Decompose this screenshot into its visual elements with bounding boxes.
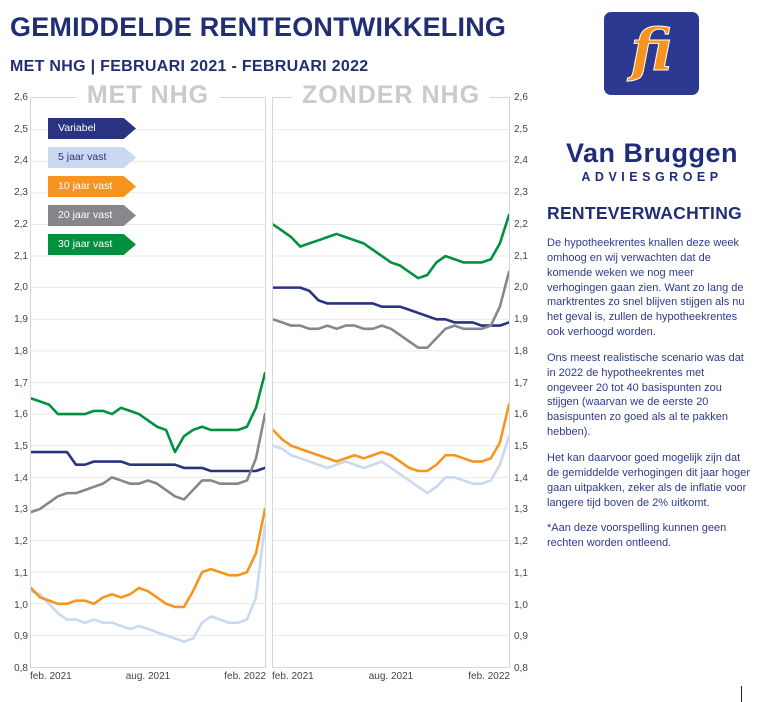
y-tick-label: 2,4 — [14, 155, 28, 167]
forecast-disclaimer: *Aan deze voorspelling kunnen geen recht… — [547, 522, 727, 550]
forecast-paragraph: De hypotheekrentes knallen deze week omh… — [547, 237, 745, 339]
page-title: GEMIDDELDE RENTEONTWIKKELING — [10, 12, 507, 42]
y-tick-label: 1,9 — [514, 314, 528, 326]
page-subtitle: MET NHG | FEBRUARI 2021 - FEBRUARI 2022 — [10, 58, 369, 75]
y-tick-label: 1,1 — [14, 567, 28, 579]
legend-item-10-jaar-vast: 10 jaar vast — [48, 176, 136, 197]
brand-name: Van Bruggen — [565, 138, 739, 168]
y-tick-label: 0,8 — [514, 663, 528, 674]
y-tick-label: 2,5 — [514, 123, 528, 135]
y-tick-label: 1,2 — [14, 536, 28, 548]
chart-panel-zonder-nhg: ZONDER NHG — [272, 81, 510, 668]
y-tick-label: 1,7 — [514, 377, 528, 389]
y-tick-label: 1,8 — [514, 345, 528, 357]
y-tick-label: 1,7 — [14, 377, 28, 389]
x-tick-label: aug. 2021 — [125, 671, 171, 682]
y-axis-left: 2,6 2,5 2,4 2,3 2,2 2,1 2,0 1,9 1,8 1,7 1,6 1,5 1,4 1… — [4, 92, 28, 674]
legend-item-30-jaar-vast: 30 jaar vast — [48, 234, 136, 255]
forecast-paragraph: Ons meest realistische scenario was dat … — [547, 351, 744, 439]
y-tick-label: 2,1 — [14, 250, 28, 262]
legend-item-20-jaar-vast: 20 jaar vast — [48, 205, 136, 226]
y-tick-label: 2,4 — [514, 155, 528, 167]
y-tick-label: 1,5 — [14, 440, 28, 452]
y-tick-label: 1,0 — [14, 599, 28, 611]
y-tick-label: 0,9 — [14, 631, 28, 643]
chart-legend: Variabel 5 jaar vast 10 jaar vast 20 jaar v… — [48, 118, 136, 255]
forecast-heading: RENTEVERWACHTING — [547, 203, 743, 223]
y-tick-label: 1,8 — [14, 345, 28, 357]
y-tick-label: 2,2 — [514, 218, 528, 230]
y-tick-label: 2,3 — [514, 187, 528, 199]
x-tick-label: feb. 2021 — [30, 671, 72, 682]
x-tick-label: aug. 2021 — [368, 671, 414, 682]
chart-panel-met-nhg: Variabel 5 jaar vast 10 jaar vast 20 jaar v… — [30, 81, 266, 668]
y-tick-label: 2,6 — [514, 92, 528, 103]
y-tick-label: 2,1 — [514, 250, 528, 262]
y-tick-label: 0,9 — [514, 631, 528, 643]
y-tick-label: 1,4 — [14, 472, 28, 484]
y-axis-right: 2,6 2,5 2,4 2,3 2,2 2,1 2,0 1,9 1,8 1,7 1,6 1,5 1,4 1… — [514, 92, 538, 674]
y-tick-label: 1,2 — [514, 536, 528, 548]
brand-subtitle: ADVIESGROEP — [581, 170, 723, 184]
forecast-paragraph: Het kan daarvoor goed mogelijk zijn dat … — [547, 451, 751, 509]
panel-title-zonder-nhg: ZONDER NHG — [291, 81, 491, 110]
chart-plot-zonder-nhg — [273, 129, 509, 636]
y-tick-label: 1,0 — [514, 599, 528, 611]
x-axis-zonder-nhg: feb. 2021 aug. 2021 feb. 2022 — [272, 671, 510, 682]
y-tick-label: 2,2 — [14, 218, 28, 230]
y-tick-label: 1,3 — [14, 504, 28, 516]
logo-glyph: fi — [630, 15, 673, 84]
y-tick-label: 2,6 — [14, 92, 28, 103]
forecast-text: De hypotheekrentes knallen deze week omh… — [547, 236, 752, 562]
y-tick-label: 1,3 — [514, 504, 528, 516]
y-tick-label: 1,9 — [14, 314, 28, 326]
y-tick-label: 2,3 — [14, 187, 28, 199]
panel-title-met-nhg: MET NHG — [76, 81, 220, 110]
caret-artifact — [741, 686, 742, 702]
y-tick-label: 1,1 — [514, 567, 528, 579]
chart-plot-met-nhg — [31, 129, 265, 643]
van-bruggen-logo-icon: fi — [604, 12, 699, 95]
y-tick-label: 1,5 — [514, 440, 528, 452]
y-tick-label: 1,6 — [514, 409, 528, 421]
x-tick-label: feb. 2022 — [468, 671, 510, 682]
y-tick-label: 0,8 — [14, 663, 28, 674]
y-tick-label: 1,6 — [14, 409, 28, 421]
y-tick-label: 1,4 — [514, 472, 528, 484]
legend-item-5-jaar-vast: 5 jaar vast — [48, 147, 136, 168]
y-tick-label: 2,0 — [514, 282, 528, 294]
x-tick-label: feb. 2021 — [272, 671, 314, 682]
legend-item-variabel: Variabel — [48, 118, 136, 139]
x-tick-label: feb. 2022 — [224, 671, 266, 682]
y-tick-label: 2,0 — [14, 282, 28, 294]
y-tick-label: 2,5 — [14, 123, 28, 135]
x-axis-met-nhg: feb. 2021 aug. 2021 feb. 2022 — [30, 671, 266, 682]
